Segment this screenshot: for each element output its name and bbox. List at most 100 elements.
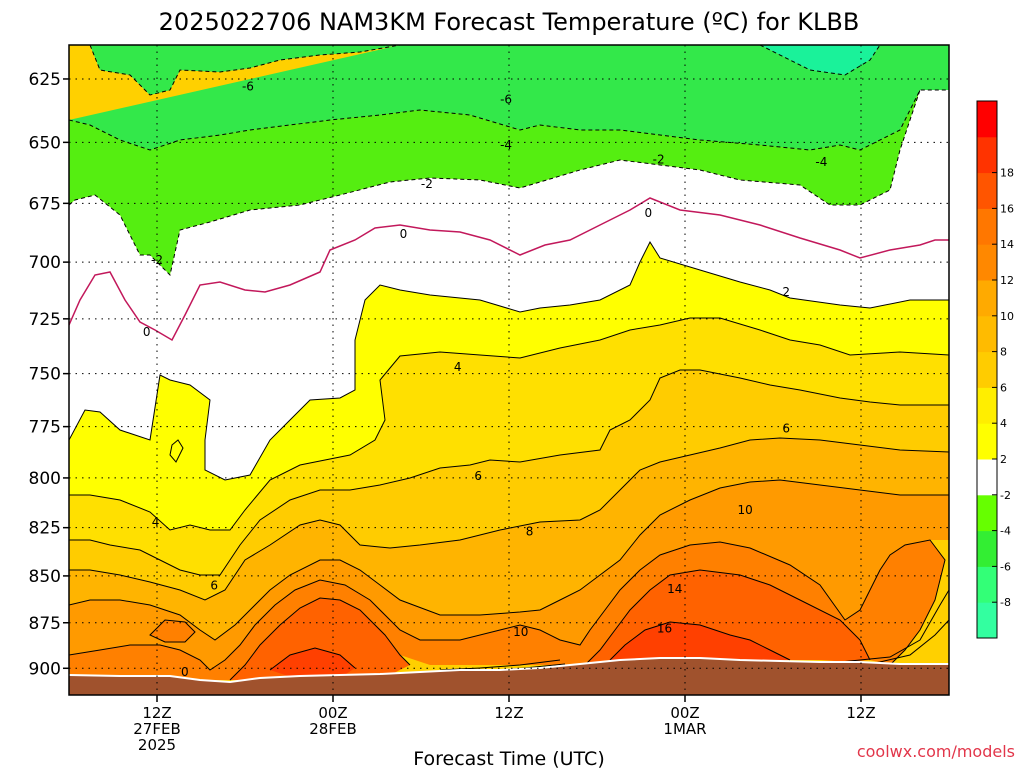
contour-label-text: 10 bbox=[737, 503, 752, 517]
contour-14 bbox=[229, 569, 871, 681]
band-4-6 bbox=[69, 318, 949, 575]
contour-label: 6 bbox=[782, 422, 790, 436]
colorbar: 18 16 14 12 10 8 6 4 2 -2 -4 -6 -8 bbox=[976, 100, 1014, 639]
contour-label-text: 0 bbox=[645, 206, 653, 220]
y-tick-label: 900 bbox=[29, 659, 61, 679]
contour-2 bbox=[69, 240, 949, 481]
contour-label: 0 bbox=[645, 206, 653, 220]
contour-label-text: 8 bbox=[526, 525, 534, 539]
contour-label-text: -4 bbox=[815, 155, 827, 169]
colorbar-swatch bbox=[977, 101, 997, 138]
band-10-12 bbox=[69, 480, 949, 670]
contour-label-text: 0 bbox=[143, 325, 151, 339]
contour-label: -6 bbox=[500, 93, 512, 107]
contour-label-text: 0 bbox=[181, 665, 189, 679]
x-tick-label: 12Z bbox=[846, 704, 875, 722]
colorbar-swatch bbox=[977, 459, 997, 496]
credit-text: coolwx.com/models bbox=[857, 742, 1015, 761]
y-tick-label: 750 bbox=[29, 365, 61, 385]
contour-label: 14 bbox=[667, 582, 682, 596]
contour-label-text: 6 bbox=[474, 469, 482, 483]
contour-label: 2 bbox=[782, 285, 790, 299]
contour-label: -2 bbox=[653, 153, 665, 167]
contour-label: 0 bbox=[400, 227, 408, 241]
contour-6 bbox=[69, 369, 949, 576]
band-14-16-small bbox=[150, 620, 195, 642]
contour-minus2 bbox=[69, 89, 921, 276]
colorbar-label: -2 bbox=[1000, 489, 1011, 502]
contour-label: 0 bbox=[181, 665, 189, 679]
contour-label-text: 6 bbox=[210, 578, 218, 592]
y-tick-label: 725 bbox=[29, 310, 61, 330]
grid-lines bbox=[69, 45, 949, 695]
y-tick-label: 800 bbox=[29, 469, 61, 489]
colorbar-label: -8 bbox=[1000, 596, 1011, 609]
contour-label-text: -2 bbox=[421, 177, 433, 191]
contour-label: 16 bbox=[657, 621, 672, 635]
colorbar-swatch bbox=[977, 494, 997, 532]
contour-label-text: 2 bbox=[782, 285, 790, 299]
contour-label-text: -4 bbox=[500, 138, 512, 152]
x-tick-label: 12Z bbox=[494, 704, 523, 722]
colorbar-swatch bbox=[977, 136, 997, 174]
x-tick-label: 12Z bbox=[142, 704, 171, 722]
y-tick-label: 700 bbox=[29, 253, 61, 273]
contour-label: -2 bbox=[151, 253, 163, 267]
contour-label-text: 4 bbox=[454, 360, 462, 374]
colorbar-label: 2 bbox=[1000, 453, 1007, 466]
colorbar-frame bbox=[976, 100, 998, 639]
contour-label-text: -6 bbox=[242, 80, 254, 94]
band-minus2-2 bbox=[69, 90, 949, 480]
band-2-4 bbox=[69, 242, 949, 530]
band-minus4-minus2 bbox=[69, 45, 949, 275]
contour-label: 10 bbox=[513, 625, 528, 639]
contour-8 bbox=[69, 437, 949, 601]
colorbar-label: 6 bbox=[1000, 381, 1007, 394]
band-16-18 bbox=[270, 622, 790, 680]
colorbar-swatch bbox=[977, 315, 997, 353]
contour-4 bbox=[69, 317, 949, 531]
contour-2-loop bbox=[169, 439, 184, 463]
band-14-16 bbox=[230, 570, 870, 680]
x-tick-label: 00Z bbox=[318, 704, 347, 722]
x-tick-label: 27FEB bbox=[133, 720, 180, 738]
plot-area: -6 -6 -4 -2 -4 -2 -2 0 0 0 2 4 6 6 4 8 10 6 14 16 10 0 bbox=[69, 45, 949, 695]
colorbar-label: 10 bbox=[1000, 310, 1014, 323]
contour-label: -4 bbox=[500, 138, 512, 152]
x-tick-label: 28FEB bbox=[309, 720, 356, 738]
contour-label: 0 bbox=[143, 325, 151, 339]
colorbar-label: 4 bbox=[1000, 417, 1007, 430]
contour-label-text: -2 bbox=[151, 253, 163, 267]
y-tick-label: 875 bbox=[29, 614, 61, 634]
colorbar-swatch bbox=[977, 602, 997, 639]
y-tick-label: 825 bbox=[29, 519, 61, 539]
colorbar-swatch bbox=[977, 566, 997, 603]
x-tick-label: 00Z bbox=[670, 704, 699, 722]
chart-title: 2025022706 NAM3KM Forecast Temperature (… bbox=[159, 8, 860, 36]
colorbar-label: 12 bbox=[1000, 274, 1014, 287]
contour-12-loop bbox=[149, 619, 196, 643]
colorbar-label: 18 bbox=[1000, 167, 1014, 180]
contour-labels: -6 -6 -4 -2 -4 -2 -2 0 0 0 2 4 6 6 4 8 10 6 14 16 10 0 bbox=[143, 80, 827, 679]
colorbar-label: 16 bbox=[1000, 202, 1014, 215]
contour-minus4 bbox=[69, 89, 949, 151]
y-tick-label: 675 bbox=[29, 194, 61, 214]
contour-16 bbox=[269, 621, 791, 671]
colorbar-swatch bbox=[977, 423, 997, 460]
colorbar-swatch bbox=[977, 172, 997, 209]
colorbar-label: 8 bbox=[1000, 346, 1007, 359]
contour-label: 6 bbox=[474, 469, 482, 483]
colorbar-swatch bbox=[977, 280, 997, 317]
contour-zero bbox=[69, 197, 949, 342]
colorbar-label: -4 bbox=[1000, 525, 1011, 538]
colorbar-label: -6 bbox=[1000, 560, 1011, 573]
terrain-edge bbox=[69, 657, 949, 684]
colorbar-swatch bbox=[977, 244, 997, 281]
band-6-8 bbox=[69, 370, 949, 600]
contour-label-text: 0 bbox=[400, 227, 408, 241]
y-axis: 625 650 675 700 725 750 775 800 825 850 875 900 bbox=[29, 70, 69, 679]
y-tick-label: 775 bbox=[29, 418, 61, 438]
contour-label: 4 bbox=[454, 360, 462, 374]
